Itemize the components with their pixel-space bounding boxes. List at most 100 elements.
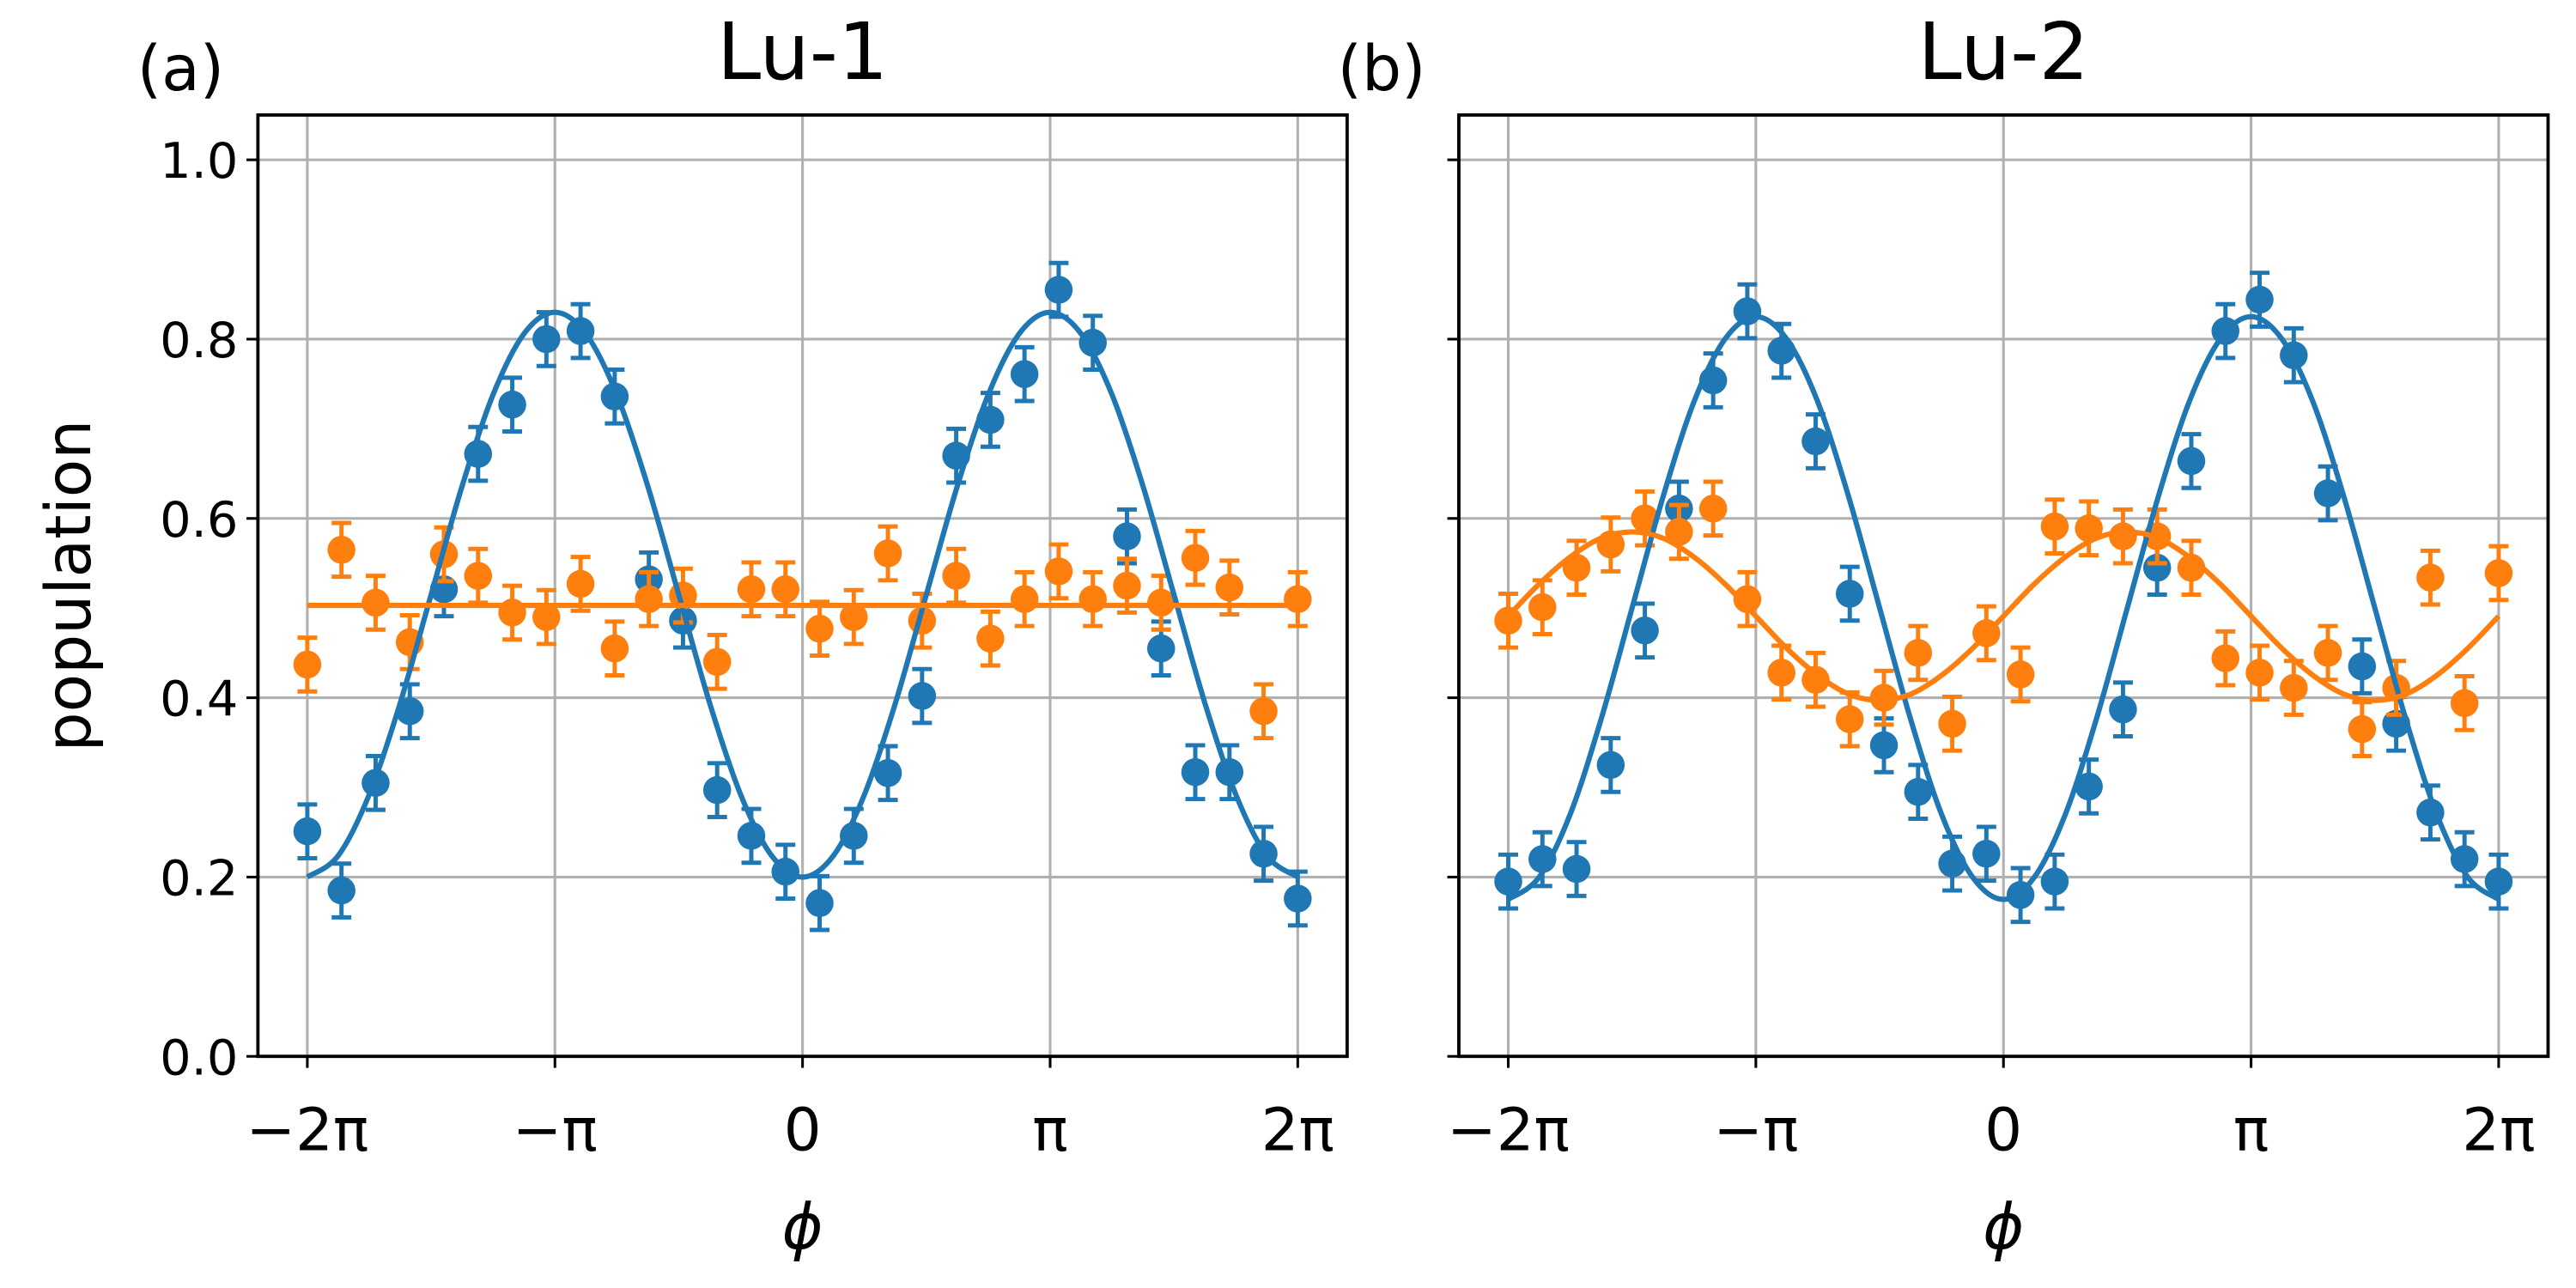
data-point	[2313, 479, 2342, 507]
data-point	[1181, 544, 1210, 572]
data-point	[600, 634, 629, 663]
panel-label: (b)	[1338, 33, 1426, 106]
fit-line	[1506, 313, 2500, 902]
data-point	[1665, 518, 1693, 546]
data-point	[498, 390, 526, 419]
fit-line	[306, 309, 1300, 880]
data-point	[702, 647, 732, 677]
data-point	[2416, 563, 2445, 592]
data-point	[702, 775, 732, 805]
data-point	[2109, 695, 2137, 724]
data-point	[327, 876, 355, 905]
data-point	[1528, 592, 1557, 622]
x-axis-label: ϕ	[1983, 1192, 2024, 1264]
x-tick-label: −2π	[246, 1096, 368, 1164]
data-point	[1113, 571, 1141, 600]
data-point	[2484, 559, 2513, 587]
x-tick-label: 2π	[1261, 1096, 1334, 1164]
data-point	[1528, 845, 1557, 873]
data-point	[2245, 285, 2274, 314]
data-point	[1698, 495, 1728, 523]
data-point	[942, 562, 970, 590]
data-point	[1010, 360, 1039, 388]
data-point	[976, 624, 1005, 653]
data-point	[1869, 731, 1899, 760]
data-point	[1078, 585, 1107, 614]
data-point	[1044, 276, 1073, 304]
data-point	[873, 539, 902, 568]
data-point	[1010, 585, 1039, 614]
data-point	[2313, 639, 2342, 667]
data-point	[327, 536, 355, 564]
data-point	[361, 588, 390, 617]
data-point	[873, 759, 902, 787]
panel: −2π −π 0 π 2π Lu-2 (b) ϕ	[1338, 6, 2550, 1264]
data-point	[1249, 696, 1278, 726]
chart-title: Lu-1	[717, 6, 888, 98]
data-point	[1835, 705, 1864, 733]
axes-frame	[1457, 113, 2550, 1059]
y-tick-label: 1.0	[160, 132, 238, 190]
fit-line	[1506, 529, 2501, 703]
data-point	[1078, 328, 1107, 357]
y-tick-label: 0.8	[160, 312, 238, 369]
data-point	[1146, 588, 1176, 617]
data-point	[1494, 606, 1522, 635]
data-point	[2040, 867, 2069, 896]
panel: 0.0 0.2 0.4 0.6 0.8 1.0 −2π −π 0 π 2π Lu-1 (a) ϕ popul…	[33, 6, 1349, 1264]
data-point	[2450, 689, 2479, 718]
data-point	[2109, 522, 2137, 550]
panel-label: (a)	[137, 33, 224, 106]
data-point	[1904, 639, 1933, 667]
x-tick-label: 0	[784, 1096, 822, 1164]
x-tick-label: −π	[513, 1096, 598, 1164]
data-point	[1835, 580, 1864, 608]
data-point	[2177, 553, 2206, 582]
data-point	[2075, 772, 2103, 801]
data-point	[635, 585, 663, 614]
data-point	[1562, 854, 1591, 884]
data-point	[840, 603, 868, 631]
data-point	[2280, 673, 2308, 702]
data-point	[2211, 644, 2240, 672]
data-point	[2348, 714, 2377, 744]
x-tick-label: 2π	[2462, 1096, 2535, 1164]
x-tick-label: −π	[1713, 1096, 1798, 1164]
data-point	[771, 574, 800, 604]
data-point	[1562, 553, 1591, 582]
data-point	[1596, 750, 1625, 780]
data-point	[805, 614, 834, 643]
data-point	[395, 696, 424, 726]
data-point	[566, 569, 595, 598]
data-point	[464, 562, 493, 590]
data-point	[2450, 845, 2479, 873]
data-point	[1284, 585, 1312, 614]
data-point	[532, 325, 561, 354]
data-point	[2245, 659, 2274, 687]
data-point	[1146, 634, 1176, 663]
data-point	[2142, 553, 2172, 582]
data-point	[1904, 777, 1933, 806]
y-tick-label: 0.0	[160, 1029, 238, 1086]
x-tick-label: −2π	[1447, 1096, 1570, 1164]
data-point	[1801, 427, 1830, 456]
data-point	[1215, 573, 1244, 602]
data-point	[2177, 447, 2206, 476]
data-point	[1938, 709, 1966, 738]
y-tick-label: 0.2	[160, 849, 238, 907]
x-axis-label: ϕ	[782, 1192, 823, 1264]
x-tick-label: π	[2233, 1096, 2269, 1164]
y-tick-label: 0.6	[160, 491, 238, 549]
data-point	[805, 889, 834, 917]
data-point	[1494, 867, 1522, 896]
data-point	[2075, 513, 2103, 543]
y-axis-label: population	[33, 420, 106, 752]
data-point	[293, 650, 322, 679]
data-point	[1801, 665, 1830, 694]
data-point	[293, 817, 322, 846]
y-tick-label: 0.4	[160, 671, 238, 728]
x-tick-label: π	[1032, 1096, 1067, 1164]
data-point	[1767, 659, 1795, 687]
